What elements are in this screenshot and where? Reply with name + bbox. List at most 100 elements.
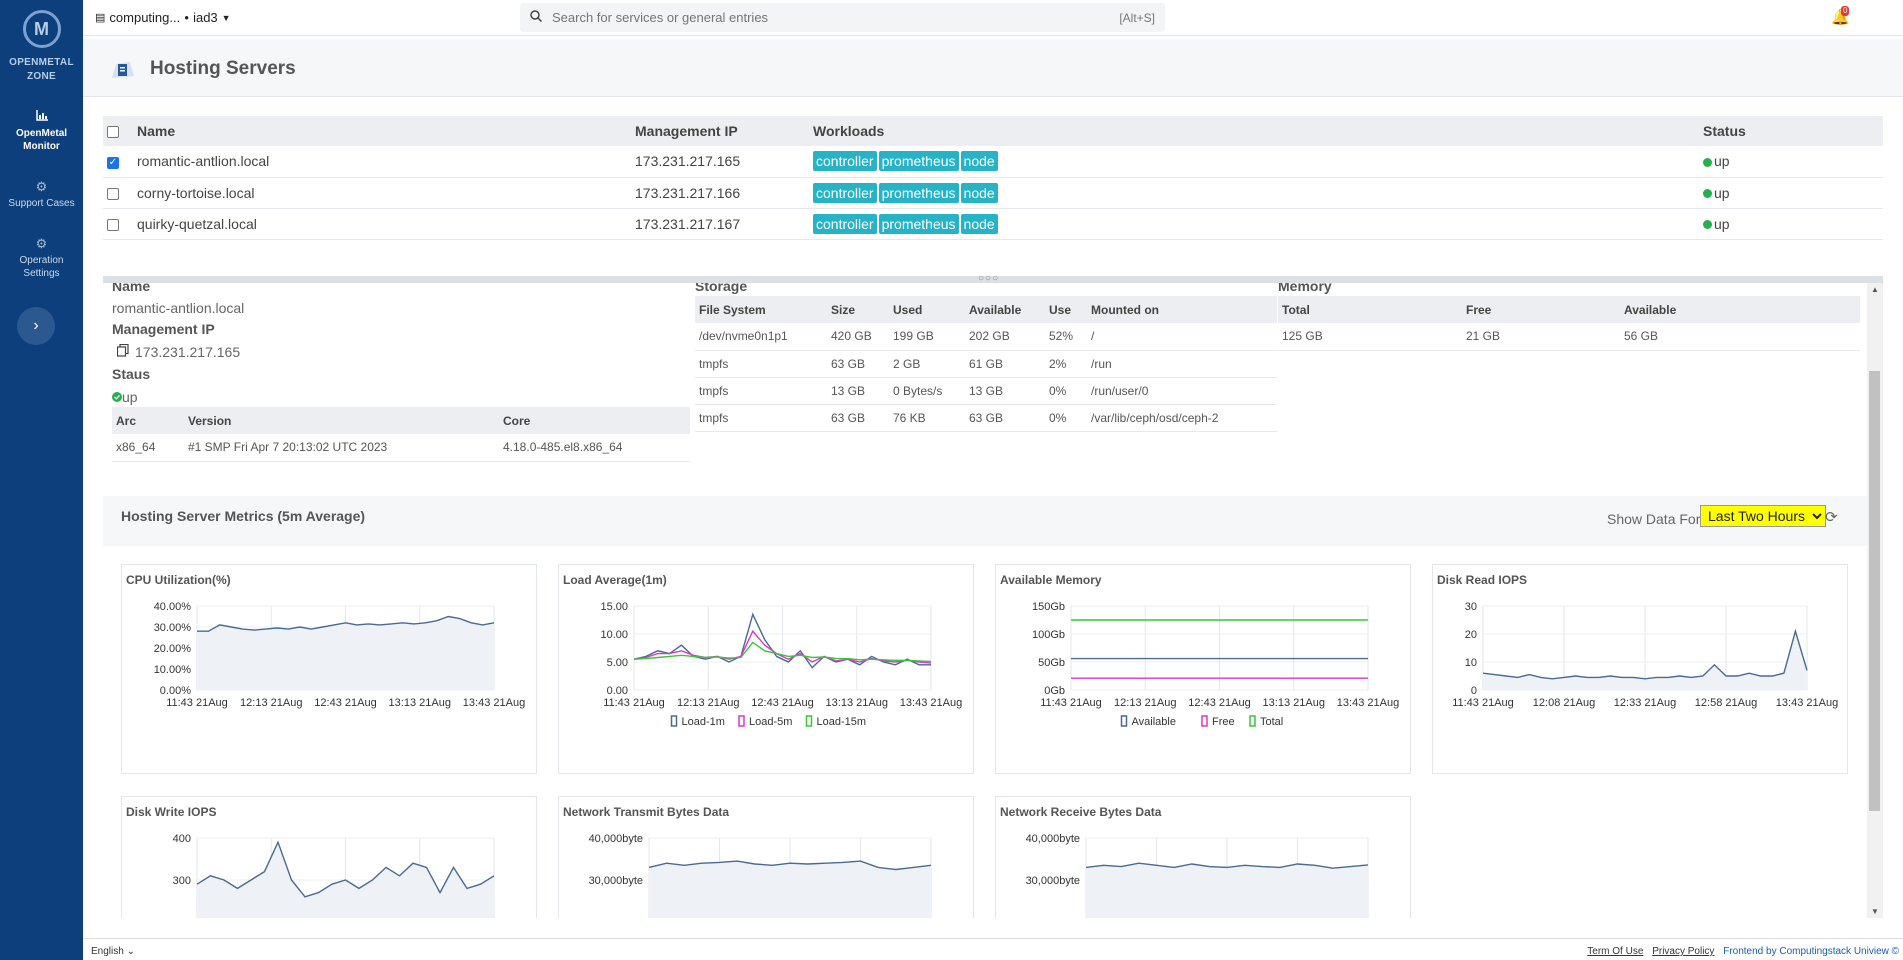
server-name[interactable]: romantic-antlion.local — [137, 146, 635, 178]
global-search[interactable]: [Alt+S] — [520, 3, 1165, 32]
series-area — [1086, 863, 1368, 918]
management-ip-label: Management IP — [112, 321, 215, 337]
column-header-available: Available — [1620, 296, 1860, 323]
table-row[interactable]: ✓ romantic-antlion.local 173.231.217.165… — [103, 146, 1883, 178]
status-text: up — [1714, 184, 1730, 201]
status-value: up — [122, 389, 138, 405]
column-header-status[interactable]: Status — [1703, 116, 1883, 146]
legend-swatch — [1120, 715, 1128, 727]
project-selector[interactable]: ▤ computing... ● iad3 ▼ — [95, 10, 231, 25]
x-tick-label: 13:43 21Aug — [900, 697, 962, 709]
workload-tag: prometheus — [878, 151, 959, 172]
scroll-down-icon[interactable]: ▼ — [1871, 907, 1879, 916]
column-header-workloads[interactable]: Workloads — [813, 116, 1703, 146]
search-input[interactable] — [552, 10, 1120, 25]
x-tick-label: 12:43 21Aug — [1188, 697, 1250, 709]
search-shortcut-hint: [Alt+S] — [1119, 10, 1155, 25]
metric-chart-card: CPU Utilization(%) 40.00% 30.00% 20.00% 10.0… — [121, 564, 537, 774]
detail-scrollbar[interactable]: ▲ ▼ — [1867, 283, 1883, 918]
chevron-right-icon: › — [33, 317, 39, 334]
workloads-cell: controller prometheus node — [813, 208, 1703, 240]
sidebar-item-support-cases[interactable]: ⚙ Support Cases — [0, 180, 83, 210]
memory-table: Total Free Available 125 GB 21 GB 56 GB — [1278, 296, 1860, 351]
credit-link[interactable]: Frontend by Computingstack Uniview © — [1723, 946, 1899, 957]
scrollbar-thumb[interactable] — [1869, 371, 1880, 811]
row-checkbox[interactable]: ✓ — [107, 156, 119, 169]
workload-tag: node — [960, 151, 998, 172]
metric-chart-card: Network Receive Bytes Data 40,000byte 30,0… — [995, 796, 1411, 918]
terms-link[interactable]: Term Of Use — [1587, 946, 1644, 957]
status-cell: up — [1703, 208, 1883, 240]
name-value: romantic-antlion.local — [112, 300, 245, 316]
column-header-management-ip[interactable]: Management IP — [635, 116, 813, 146]
table-row[interactable]: corny-tortoise.local 173.231.217.166 con… — [103, 177, 1883, 209]
table-row: tmpfs 13 GB 0 Bytes/s 13 GB 0%/run/user/0 — [695, 377, 1277, 405]
chart-svg: 40,000byte 30,000byte 20,000byte — [1026, 833, 1369, 918]
privacy-link[interactable]: Privacy Policy — [1652, 946, 1715, 957]
server-ip: 173.231.217.166 — [635, 177, 813, 209]
column-header-name[interactable]: Name — [137, 116, 635, 146]
y-tick-label: 40,000byte — [1026, 833, 1080, 845]
page-header: Hosting Servers — [83, 39, 1903, 97]
workload-tag: node — [960, 182, 998, 203]
series-area — [1483, 631, 1807, 690]
y-tick-label: 0.00 — [607, 685, 628, 697]
x-tick-label: 13:13 21Aug — [389, 697, 451, 709]
table-row[interactable]: quirky-quetzal.local 173.231.217.167 con… — [103, 208, 1883, 240]
management-ip-value: 173.231.217.165 — [135, 344, 241, 360]
notification-badge: 0 — [1841, 6, 1850, 16]
notifications-button[interactable]: 🔔 0 — [1831, 6, 1850, 26]
column-header-core: Core — [499, 407, 690, 434]
sidebar-item-openmetal-monitor[interactable]: OpenMetal Monitor — [0, 110, 83, 153]
metrics-title: Hosting Server Metrics (5m Average) — [121, 508, 366, 524]
y-tick-label: 20,000byte — [589, 917, 643, 918]
workload-tag: node — [960, 213, 998, 234]
search-icon — [530, 10, 543, 25]
expand-sidebar-button[interactable]: › — [17, 307, 55, 345]
series-area — [649, 861, 931, 918]
chart-title: Load Average(1m) — [563, 573, 667, 587]
status-dot-icon — [1703, 189, 1712, 199]
copy-icon[interactable] — [116, 343, 129, 360]
page-title: Hosting Servers — [150, 58, 296, 79]
sidebar-item-operation-settings[interactable]: ⚙ Operation Settings — [0, 237, 83, 280]
refresh-icon[interactable]: ⟳ — [1825, 509, 1838, 526]
chart-legend: Load-1m Load-5m Load-15m — [670, 715, 866, 728]
y-tick-label: 30.00% — [154, 622, 192, 634]
row-checkbox[interactable] — [107, 187, 119, 200]
management-ip-row: 173.231.217.165 — [116, 343, 241, 360]
column-header-mounted-on: Mounted on — [1087, 296, 1277, 323]
y-tick-label: 0Gb — [1044, 685, 1065, 697]
y-tick-label: 40.00% — [154, 601, 192, 613]
select-all-checkbox[interactable] — [107, 126, 119, 139]
gears-icon: ⚙ — [35, 179, 48, 194]
x-tick-label: 13:43 21Aug — [463, 697, 525, 709]
row-checkbox[interactable] — [107, 218, 119, 231]
y-tick-label: 0 — [1471, 685, 1477, 697]
y-tick-label: 10 — [1465, 657, 1477, 669]
panel-resize-handle[interactable]: ○○○ — [103, 273, 1883, 284]
openmetal-logo[interactable]: M OPENMETAL ZONE — [0, 0, 83, 84]
x-tick-label: 12:58 21Aug — [1695, 697, 1757, 709]
language-select[interactable]: English ⌄ — [91, 946, 135, 957]
y-tick-label: 30,000byte — [589, 875, 643, 887]
legend-label: Load-5m — [749, 716, 792, 728]
server-ip: 173.231.217.167 — [635, 208, 813, 240]
workloads-cell: controller prometheus node — [813, 146, 1703, 178]
server-name[interactable]: quirky-quetzal.local — [137, 208, 635, 240]
y-tick-label: 0.00% — [160, 685, 191, 697]
status-dot-icon — [1703, 158, 1712, 168]
time-range-select[interactable]: Last Two Hours — [1700, 505, 1826, 527]
chart-svg: 40.00% 30.00% 20.00% 10.00% 0.00%11:43 21Aug… — [154, 601, 526, 709]
server-name[interactable]: corny-tortoise.local — [137, 177, 635, 209]
metric-chart-card: Load Average(1m) 15.00 10.00 5.00 0.00 11:43 … — [558, 564, 974, 774]
x-tick-label: 12:33 21Aug — [1614, 697, 1676, 709]
y-tick-label: 150Gb — [1032, 601, 1065, 613]
y-tick-label: 100Gb — [1032, 629, 1065, 641]
scroll-up-icon[interactable]: ▲ — [1871, 285, 1879, 294]
chart-title: CPU Utilization(%) — [126, 573, 231, 587]
y-tick-label: 20.00% — [154, 643, 192, 655]
legend-swatch — [1201, 715, 1208, 727]
region-dot-icon: ● — [184, 13, 190, 22]
y-tick-label: 30 — [1465, 601, 1477, 613]
